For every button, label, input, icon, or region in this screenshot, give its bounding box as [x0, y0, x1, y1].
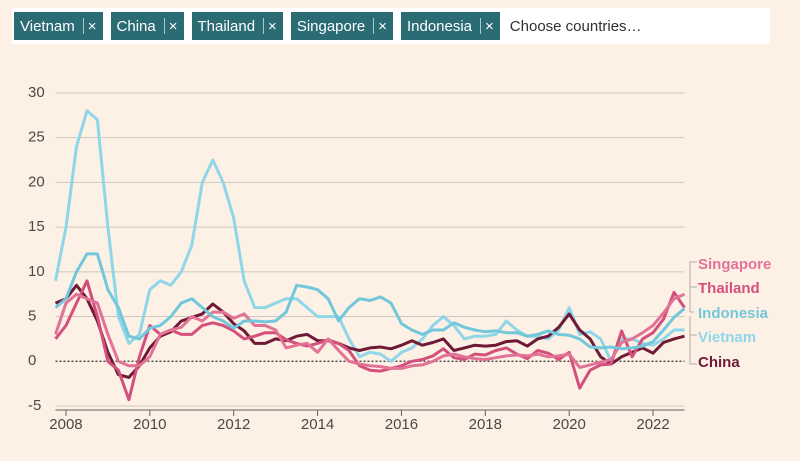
x-tick-label: 2016 — [385, 416, 418, 433]
x-tick-label: 2018 — [469, 416, 502, 433]
tag-label[interactable]: Singapore — [296, 17, 366, 35]
series-label: Singapore — [698, 256, 771, 273]
x-tick-label: 2014 — [301, 416, 334, 433]
x-tick-label: 2008 — [49, 416, 82, 433]
series-label: Vietnam — [698, 329, 756, 346]
series-line — [54, 109, 685, 363]
remove-button[interactable]: × — [168, 17, 178, 35]
y-tick-label: 5 — [28, 308, 36, 325]
x-tick-label: 2020 — [552, 416, 585, 433]
tag-separator — [480, 18, 482, 34]
y-tick-label: 25 — [28, 129, 45, 146]
tag-label[interactable]: China — [116, 17, 156, 35]
y-tick-label: 10 — [28, 263, 45, 280]
country-tag[interactable]: China × — [110, 12, 184, 40]
country-selector[interactable]: Vietnam × China × Thailand × Singapore × Indones… — [12, 8, 770, 44]
x-tick-label: 2010 — [133, 416, 166, 433]
country-tag[interactable]: Singapore × — [290, 12, 393, 40]
series-line — [54, 292, 686, 370]
remove-button[interactable]: × — [485, 17, 494, 35]
series-label: China — [698, 354, 740, 371]
y-tick-label: 30 — [28, 84, 45, 101]
label-bracket — [689, 261, 697, 365]
x-tick-label: 2012 — [217, 416, 250, 433]
tag-label[interactable]: Vietnam — [20, 17, 75, 35]
country-tag[interactable]: Thailand × — [191, 12, 283, 40]
tag-label[interactable]: Indonesia — [406, 17, 473, 35]
remove-button[interactable]: × — [268, 17, 277, 35]
series-label: Indonesia — [698, 305, 769, 322]
series-line — [54, 252, 686, 351]
tag-separator — [163, 18, 165, 34]
y-tick-label: 15 — [28, 218, 45, 235]
country-tag[interactable]: Indonesia × — [400, 12, 500, 40]
y-tick-label: 0 — [28, 352, 36, 369]
country-tag[interactable]: Vietnam × — [14, 12, 103, 40]
tag-separator — [82, 18, 84, 34]
remove-button[interactable]: × — [87, 17, 97, 35]
y-tick-label: 20 — [28, 173, 45, 190]
tag-separator — [263, 18, 265, 34]
series-label: Thailand — [698, 280, 760, 297]
placeholder[interactable]: Choose countries… — [509, 17, 642, 35]
tag-separator — [373, 18, 375, 34]
tag-label[interactable]: Thailand — [197, 17, 256, 35]
y-tick-label: -5 — [28, 397, 41, 414]
x-tick-label: 2022 — [636, 416, 669, 433]
remove-button[interactable]: × — [378, 17, 387, 35]
